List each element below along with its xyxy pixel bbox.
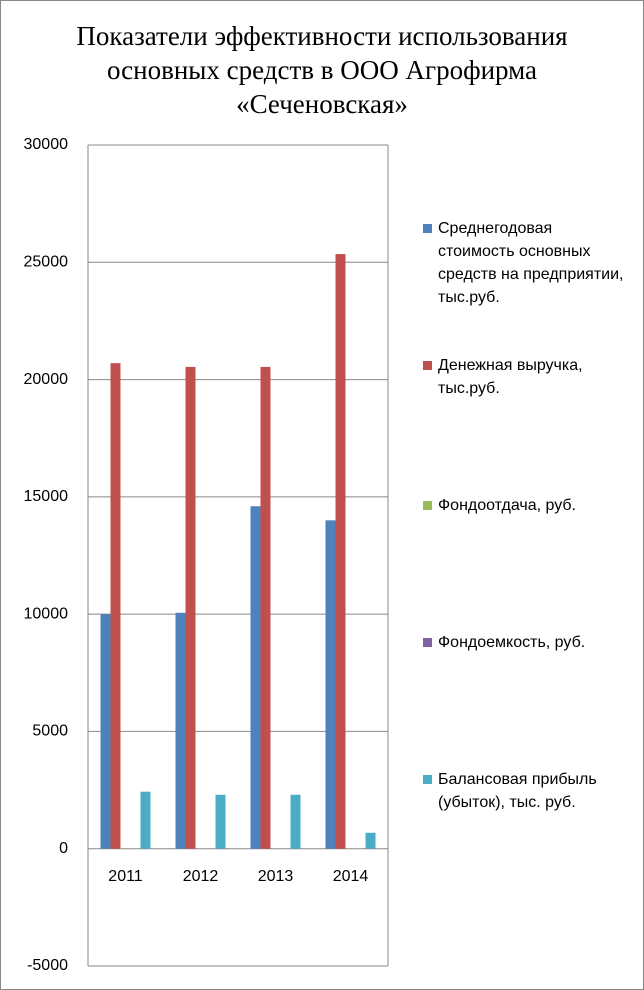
legend-label: Фондоемкость, руб. <box>438 634 586 651</box>
chart-title: Показатели эффективности использования о… <box>76 21 568 119</box>
y-tick-label: 30000 <box>24 136 69 153</box>
bar <box>185 366 196 849</box>
bar <box>215 794 226 849</box>
legend-label: Фондоотдача, руб. <box>438 497 576 514</box>
legend-label: Денежная выручка, тыс.руб. <box>438 357 583 397</box>
legend-marker <box>423 638 432 647</box>
y-tick-label: 10000 <box>24 605 69 622</box>
bar <box>290 794 301 849</box>
y-tick-label: 20000 <box>24 371 69 388</box>
bar <box>175 612 186 849</box>
bar <box>110 363 121 849</box>
bar <box>365 832 376 849</box>
bar <box>100 614 111 849</box>
bar <box>335 254 346 849</box>
x-tick-label: 2014 <box>333 868 369 885</box>
y-tick-label: 5000 <box>32 723 68 740</box>
x-tick-label: 2012 <box>183 868 219 885</box>
x-tick-label: 2013 <box>258 868 294 885</box>
legend-label: Балансовая прибыль (убыток), тыс. руб. <box>438 771 597 811</box>
bar <box>260 366 271 849</box>
legend-marker <box>423 775 432 784</box>
y-tick-label: 15000 <box>24 488 69 505</box>
legend-marker <box>423 501 432 510</box>
bar <box>250 506 261 849</box>
bar <box>140 791 151 849</box>
y-tick-label: -5000 <box>27 957 68 974</box>
legend-marker <box>423 361 432 370</box>
bar <box>325 520 336 849</box>
y-tick-label: 0 <box>59 840 68 857</box>
x-tick-label: 2011 <box>108 868 143 885</box>
legend-label: Среднегодовая стоимость основных средств… <box>438 220 624 306</box>
legend-marker <box>423 224 432 233</box>
y-tick-label: 25000 <box>24 254 69 271</box>
